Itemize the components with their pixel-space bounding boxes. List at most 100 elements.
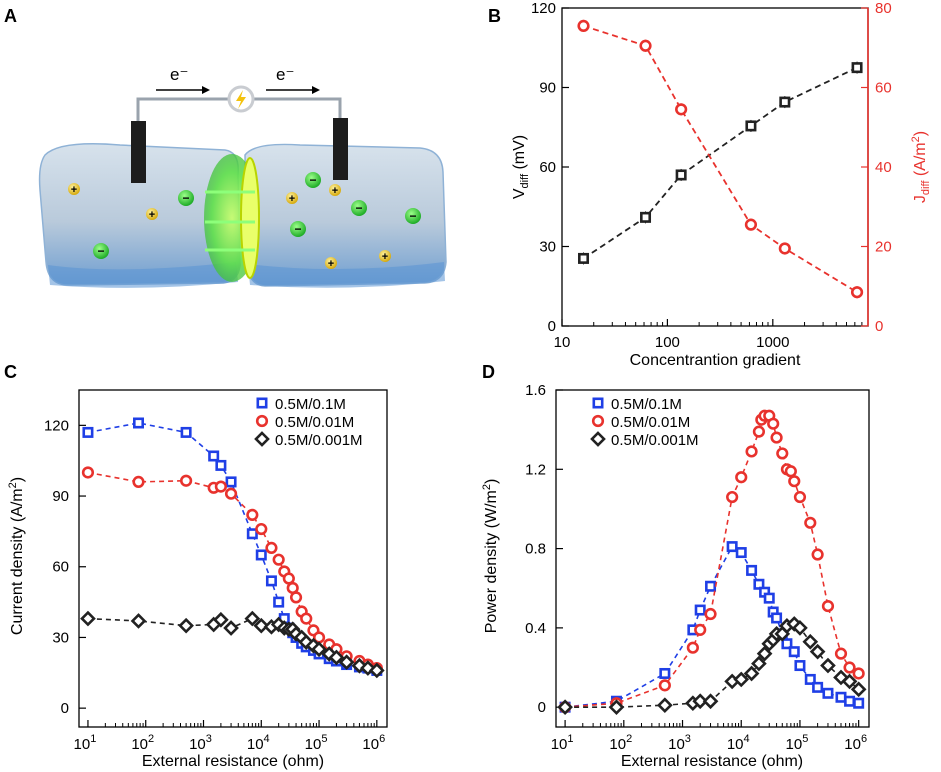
y-right-sub: diff bbox=[920, 180, 932, 195]
data-point bbox=[704, 607, 717, 621]
data-point bbox=[659, 667, 671, 679]
cation-ion: + bbox=[286, 192, 298, 205]
cation-sign: + bbox=[289, 193, 295, 205]
y-right-main: J bbox=[912, 195, 929, 203]
plot-frame-c bbox=[78, 389, 388, 728]
data-point bbox=[821, 599, 835, 613]
electrode-left bbox=[131, 121, 146, 183]
data-point bbox=[130, 613, 147, 629]
data-point bbox=[793, 490, 807, 504]
x-tick-base: 10 bbox=[844, 736, 861, 753]
gel-water-right bbox=[248, 262, 445, 288]
panel-label-b: B bbox=[488, 6, 501, 26]
data-point bbox=[726, 490, 739, 504]
data-point bbox=[289, 591, 303, 604]
anion-sign: − bbox=[355, 201, 362, 215]
data-point bbox=[809, 643, 826, 660]
x-tick-exponent: 2 bbox=[626, 733, 632, 745]
y-left-tick-label-b: 90 bbox=[539, 80, 556, 97]
data-point bbox=[802, 633, 819, 650]
data-point bbox=[822, 687, 834, 699]
y-axis-title-left-b: Vdiff (mV) bbox=[511, 135, 531, 199]
data-point bbox=[694, 604, 706, 616]
y-right-tick-label-b: 0 bbox=[875, 318, 883, 335]
data-point bbox=[751, 655, 767, 672]
y-right-sup: 2 bbox=[910, 136, 922, 142]
panel-label-c: C bbox=[4, 362, 17, 382]
x-tick-base: 10 bbox=[362, 736, 379, 753]
x-tick-base: 10 bbox=[551, 736, 568, 753]
x-tick-base: 10 bbox=[727, 736, 744, 753]
data-point bbox=[752, 425, 766, 438]
series-line bbox=[87, 471, 378, 669]
x-tick-base: 10 bbox=[189, 736, 206, 753]
data-point bbox=[360, 660, 376, 676]
y-left-main: V bbox=[511, 188, 528, 199]
y-title-sup-d: 2 bbox=[481, 484, 493, 490]
data-point-jdiff bbox=[850, 286, 864, 299]
y-tick-label: 60 bbox=[52, 559, 69, 576]
anion-sign: − bbox=[182, 191, 189, 205]
y-tick-label: 120 bbox=[44, 417, 69, 434]
cation-ion: + bbox=[325, 257, 337, 270]
x-tick-base: 10 bbox=[786, 736, 803, 753]
x-tick-label: 102 bbox=[609, 733, 632, 753]
series-line bbox=[565, 414, 860, 708]
legend-marker bbox=[254, 431, 270, 447]
series-marks-c bbox=[80, 417, 385, 679]
data-point bbox=[368, 662, 385, 679]
data-point-jdiff bbox=[744, 218, 758, 231]
x-tick-exponent: 5 bbox=[802, 733, 808, 745]
cation-sign: + bbox=[332, 185, 338, 197]
data-point bbox=[733, 671, 750, 688]
series-line-vdiff bbox=[583, 66, 858, 260]
cation-ion: + bbox=[379, 250, 391, 263]
x-tick-base: 10 bbox=[131, 736, 148, 753]
data-point bbox=[735, 547, 747, 559]
panel-label-d: D bbox=[482, 362, 495, 382]
data-point-jdiff bbox=[639, 39, 652, 52]
data-point bbox=[804, 673, 816, 685]
data-point bbox=[771, 612, 783, 624]
data-point-vdiff bbox=[851, 62, 863, 74]
y-left-tick-label-b: 60 bbox=[539, 159, 556, 176]
series-line-jdiff bbox=[583, 25, 858, 293]
x-tick-exponent: 3 bbox=[685, 733, 691, 745]
anion-sign: − bbox=[294, 222, 301, 236]
plot-frame-d bbox=[555, 389, 870, 728]
data-point bbox=[300, 612, 313, 625]
data-point bbox=[225, 476, 237, 488]
anion-sign: − bbox=[309, 173, 316, 187]
data-point bbox=[788, 475, 801, 488]
gel-water-left bbox=[48, 262, 238, 288]
cation-sign: + bbox=[328, 258, 334, 270]
data-point bbox=[776, 447, 789, 460]
legend-marker bbox=[590, 431, 606, 447]
data-point bbox=[80, 610, 96, 627]
series-line bbox=[565, 623, 860, 708]
cation-ion: + bbox=[146, 208, 158, 221]
anion-sign: − bbox=[409, 209, 416, 223]
x-tick-base: 10 bbox=[305, 736, 322, 753]
data-point bbox=[272, 553, 285, 566]
cation-ion: + bbox=[329, 184, 341, 197]
data-point bbox=[844, 695, 856, 707]
x-axis-title-c: External resistance (ohm) bbox=[142, 753, 324, 770]
data-point bbox=[756, 645, 773, 662]
data-point bbox=[180, 474, 193, 487]
legend-label: 0.5M/0.1M bbox=[275, 396, 346, 413]
data-point bbox=[178, 617, 194, 634]
data-point bbox=[853, 697, 865, 709]
arrowhead-left-icon bbox=[202, 86, 210, 94]
y-right-unit: (A/m bbox=[912, 142, 929, 180]
x-tick-label: 101 bbox=[551, 733, 574, 753]
data-point bbox=[692, 693, 709, 710]
data-point bbox=[244, 610, 261, 627]
data-point bbox=[223, 620, 239, 636]
y-left-unit: (mV) bbox=[511, 135, 528, 174]
legend-label: 0.5M/0.001M bbox=[275, 432, 363, 449]
x-tick-exponent: 6 bbox=[379, 733, 385, 745]
